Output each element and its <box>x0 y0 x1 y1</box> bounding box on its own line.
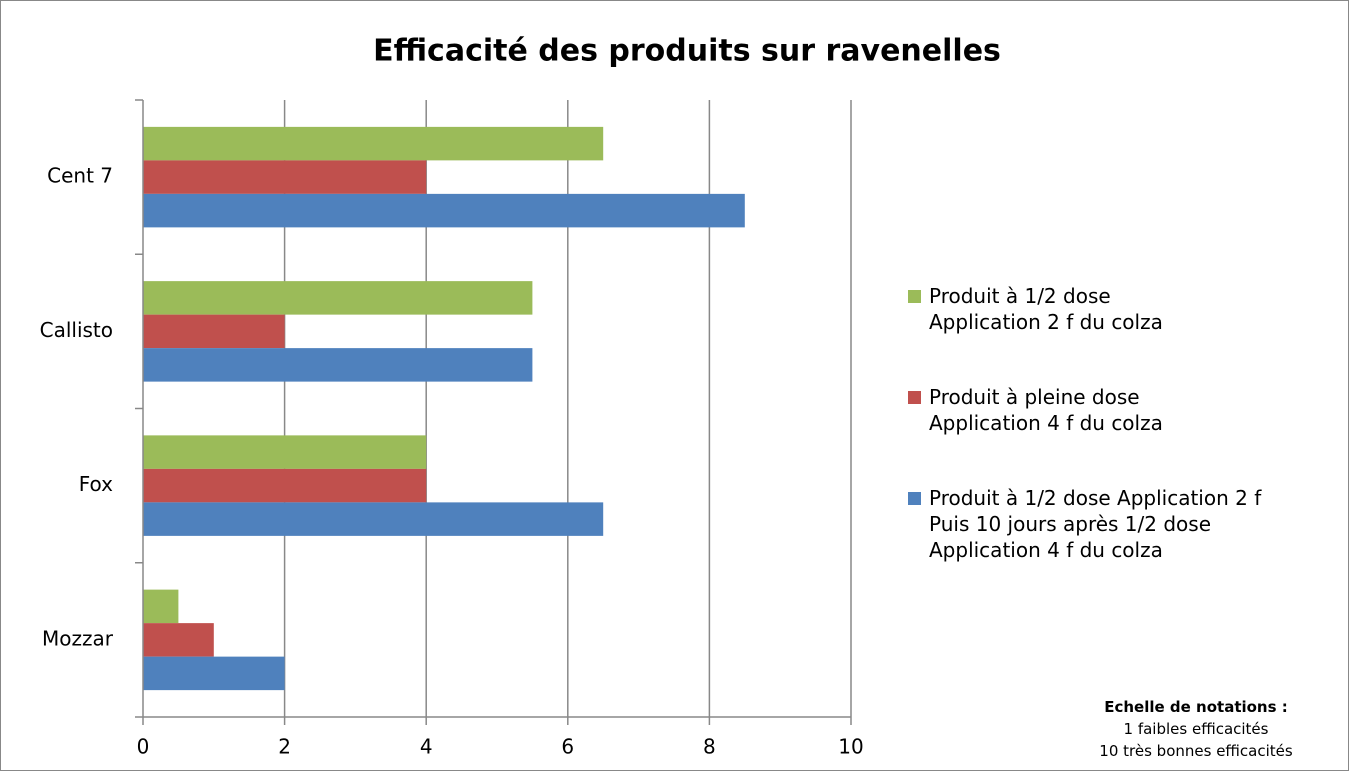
bar <box>143 126 604 161</box>
y-tick-label: Callisto <box>40 318 113 342</box>
x-tick-label: 6 <box>561 735 574 759</box>
x-tick-label: 8 <box>703 735 716 759</box>
x-tick-label: 2 <box>278 735 291 759</box>
legend-label: Produit à 1/2 dose Application 2 f Puis … <box>929 486 1262 562</box>
x-tick-label: 0 <box>137 735 150 759</box>
legend-label: Produit à 1/2 dose Application 2 f du co… <box>929 284 1163 334</box>
annotation-line: 10 très bonnes efficacités <box>1099 742 1293 760</box>
y-tick-label: Fox <box>79 472 113 496</box>
y-tick-label: Mozzar <box>42 626 114 650</box>
bar <box>143 623 214 657</box>
y-tick-label: Cent 7 <box>47 164 113 188</box>
legend-item: Produit à 1/2 dose Application 2 f du co… <box>908 283 1163 335</box>
bar <box>143 281 533 315</box>
legend-swatch <box>908 290 921 303</box>
chart-title: Efficacité des produits sur ravenelles <box>373 34 1001 69</box>
legend-item: Produit à 1/2 dose Application 2 f Puis … <box>908 485 1261 563</box>
x-tick-label: 4 <box>420 735 433 759</box>
bar <box>143 502 604 536</box>
legend-item: Produit à pleine dose Application 4 f du… <box>908 384 1163 436</box>
bar <box>143 656 285 691</box>
bar <box>143 435 427 469</box>
annotation-line: 1 faibles efficacités <box>1123 720 1269 738</box>
annotation-title: Echelle de notations : <box>1104 698 1288 716</box>
bar <box>143 314 285 349</box>
bar <box>143 468 427 503</box>
x-tick-label: 10 <box>838 735 863 759</box>
bar <box>143 160 427 194</box>
legend-swatch <box>908 492 921 505</box>
bar <box>143 348 533 382</box>
legend-swatch <box>908 391 921 404</box>
bar <box>143 589 179 624</box>
annotation: Echelle de notations : 1 faibles efficac… <box>1096 696 1296 762</box>
legend-label: Produit à pleine dose Application 4 f du… <box>929 385 1163 435</box>
bar <box>143 193 745 228</box>
